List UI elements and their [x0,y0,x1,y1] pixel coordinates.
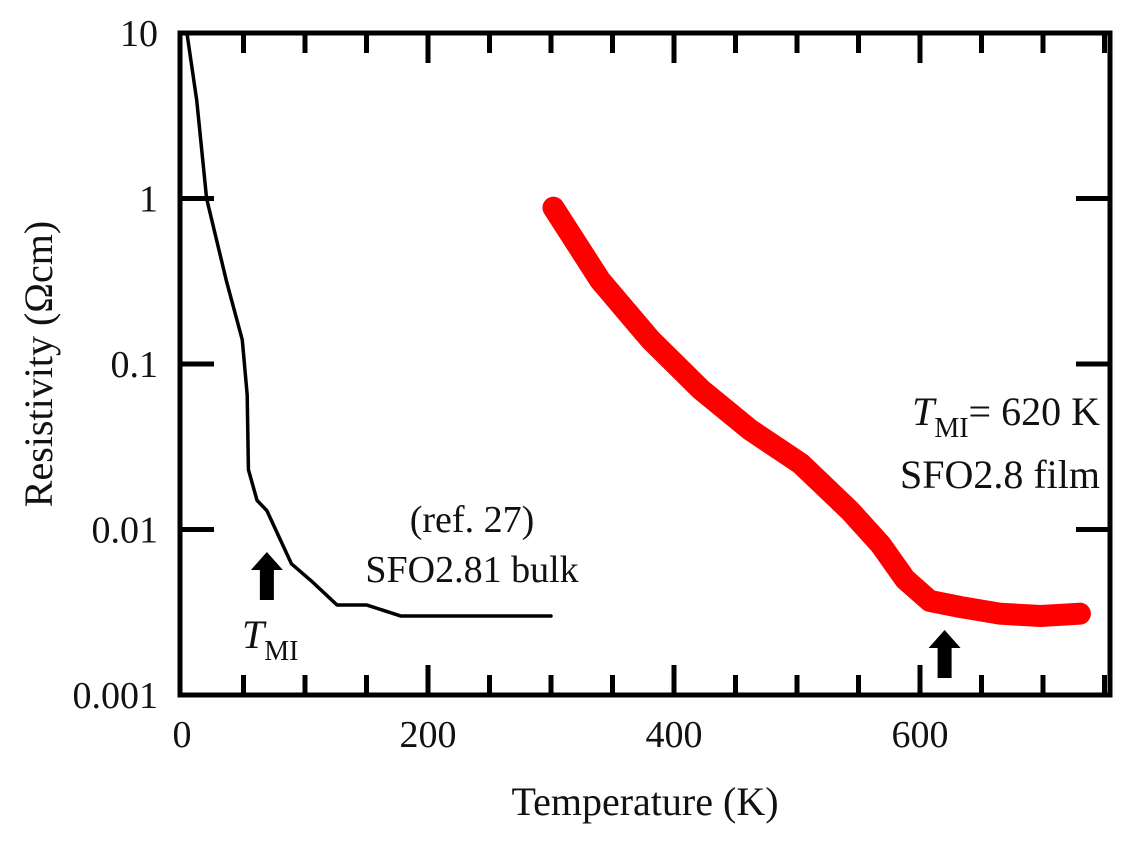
axis-ticks [180,30,1110,698]
tmi-subscript: MI [934,413,968,444]
tmi-symbol: T [242,612,267,657]
y-tick-label: 0.01 [92,510,159,552]
film-tmi-arrow-icon [928,630,961,678]
tmi-symbol: T [912,389,937,434]
y-tick-label: 10 [120,13,158,55]
annotation-film-label: SFO2.8 film [900,452,1100,497]
annotation-film-tmi: TMI= 620 K [912,389,1100,444]
x-tick-label: 200 [400,714,457,756]
x-axis-label: Temperature (K) [511,779,778,824]
x-tick-label: 400 [646,714,703,756]
y-tick-label: 0.1 [111,344,159,386]
tmi-subscript: MI [264,636,298,667]
bulk-series-line [185,31,553,618]
annotation-bulk-tmi: TMI [242,612,298,667]
y-tick-label: 1 [139,179,158,221]
x-tick-label: 0 [173,714,192,756]
annotation-bulk-ref: (ref. 27) [410,499,534,541]
plot-frame [177,30,1113,698]
tick-labels: 0 200 400 600 10 1 0.1 0.01 0.001 [73,13,949,756]
bulk-tmi-arrow-icon [250,552,283,600]
annotation-bulk-label: SFO2.81 bulk [365,549,578,591]
y-axis-label: Resistivity (Ωcm) [16,221,61,507]
data-series [185,31,1091,628]
tmi-arrows [250,552,961,678]
y-tick-label: 0.001 [73,675,159,717]
x-tick-label: 600 [892,714,949,756]
film-series-line [542,196,1091,628]
tmi-value: = 620 K [969,389,1101,434]
